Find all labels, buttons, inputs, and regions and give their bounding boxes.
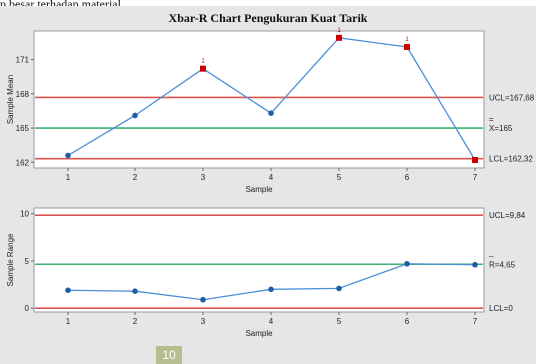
range-data-point [200,296,206,303]
mean-plot-area [33,30,485,169]
range-plot-area [33,207,485,313]
mean-x-tick-label: 4 [269,173,274,182]
range-lcl-label: LCL=0 [489,304,513,313]
mean-center-label: X=165 [489,124,513,133]
range-data-point [472,261,478,268]
mean-y-tick-label: 165 [16,124,30,133]
range-x-tick-label: 4 [269,317,274,326]
range-data-point [65,287,71,294]
range-x-tick-label: 1 [66,317,71,326]
range-x-tick-label: 6 [405,317,410,326]
mean-test-failure-marker: 1 [337,28,341,34]
mean-x-tick-label: 3 [201,173,206,182]
range-y-tick-label: 0 [25,304,30,313]
range-center-line-bar-mark: _ [488,248,494,257]
xbar-r-chart-figure: Xbar-R Chart Pengukuran Kuat Tarik 162 165… [0,6,536,364]
mean-out-of-control-point [404,43,410,50]
mean-x-axis-label: Sample [245,185,273,194]
mean-out-of-control-point [472,157,478,164]
mean-test-failure-marker: 1 [405,37,409,43]
mean-x-tick-label: 5 [337,173,342,182]
range-x-tick-label: 2 [133,317,138,326]
range-y-tick-label: 10 [20,210,29,219]
mean-y-tick-label: 171 [16,56,30,65]
page-number-badge: 10 [156,346,182,364]
mean-y-tick-label: 162 [16,158,30,167]
mean-test-failure-marker: 1 [201,59,205,65]
range-data-point [268,286,274,293]
range-data-point [404,260,410,267]
mean-data-point [132,112,138,119]
mean-out-of-control-point [336,34,342,41]
range-data-point [336,285,342,292]
mean-ucl-label: UCL=167,68 [489,93,535,102]
mean-center-line-bar-mark: = [489,115,494,124]
xbar-r-chart-svg: Xbar-R Chart Pengukuran Kuat Tarik162165… [6,11,535,338]
range-center-label: R=4,65 [489,260,516,269]
chart-title: Xbar-R Chart Pengukuran Kuat Tarik [169,11,368,25]
range-y-tick-label: 5 [25,257,30,266]
mean-y-axis-label: Sample Mean [6,75,15,124]
range-x-tick-label: 3 [201,317,206,326]
mean-y-tick-label: 168 [16,90,30,99]
range-data-point [132,288,138,295]
mean-lcl-label: LCL=162,32 [489,155,533,164]
cropped-heading-text: p besar terhadap material [0,0,121,12]
mean-x-tick-label: 6 [405,173,410,182]
mean-data-point [65,152,71,159]
mean-data-point [268,110,274,116]
range-ucl-label: UCL=9,84 [489,211,526,220]
range-y-axis-label: Sample Range [6,233,15,286]
mean-x-tick-label: 1 [66,173,71,182]
range-x-axis-label: Sample [245,329,273,338]
mean-out-of-control-point [200,65,206,72]
range-x-tick-label: 5 [337,317,342,326]
mean-x-tick-label: 7 [473,173,478,182]
mean-x-tick-label: 2 [133,173,138,182]
range-x-tick-label: 7 [473,317,478,326]
